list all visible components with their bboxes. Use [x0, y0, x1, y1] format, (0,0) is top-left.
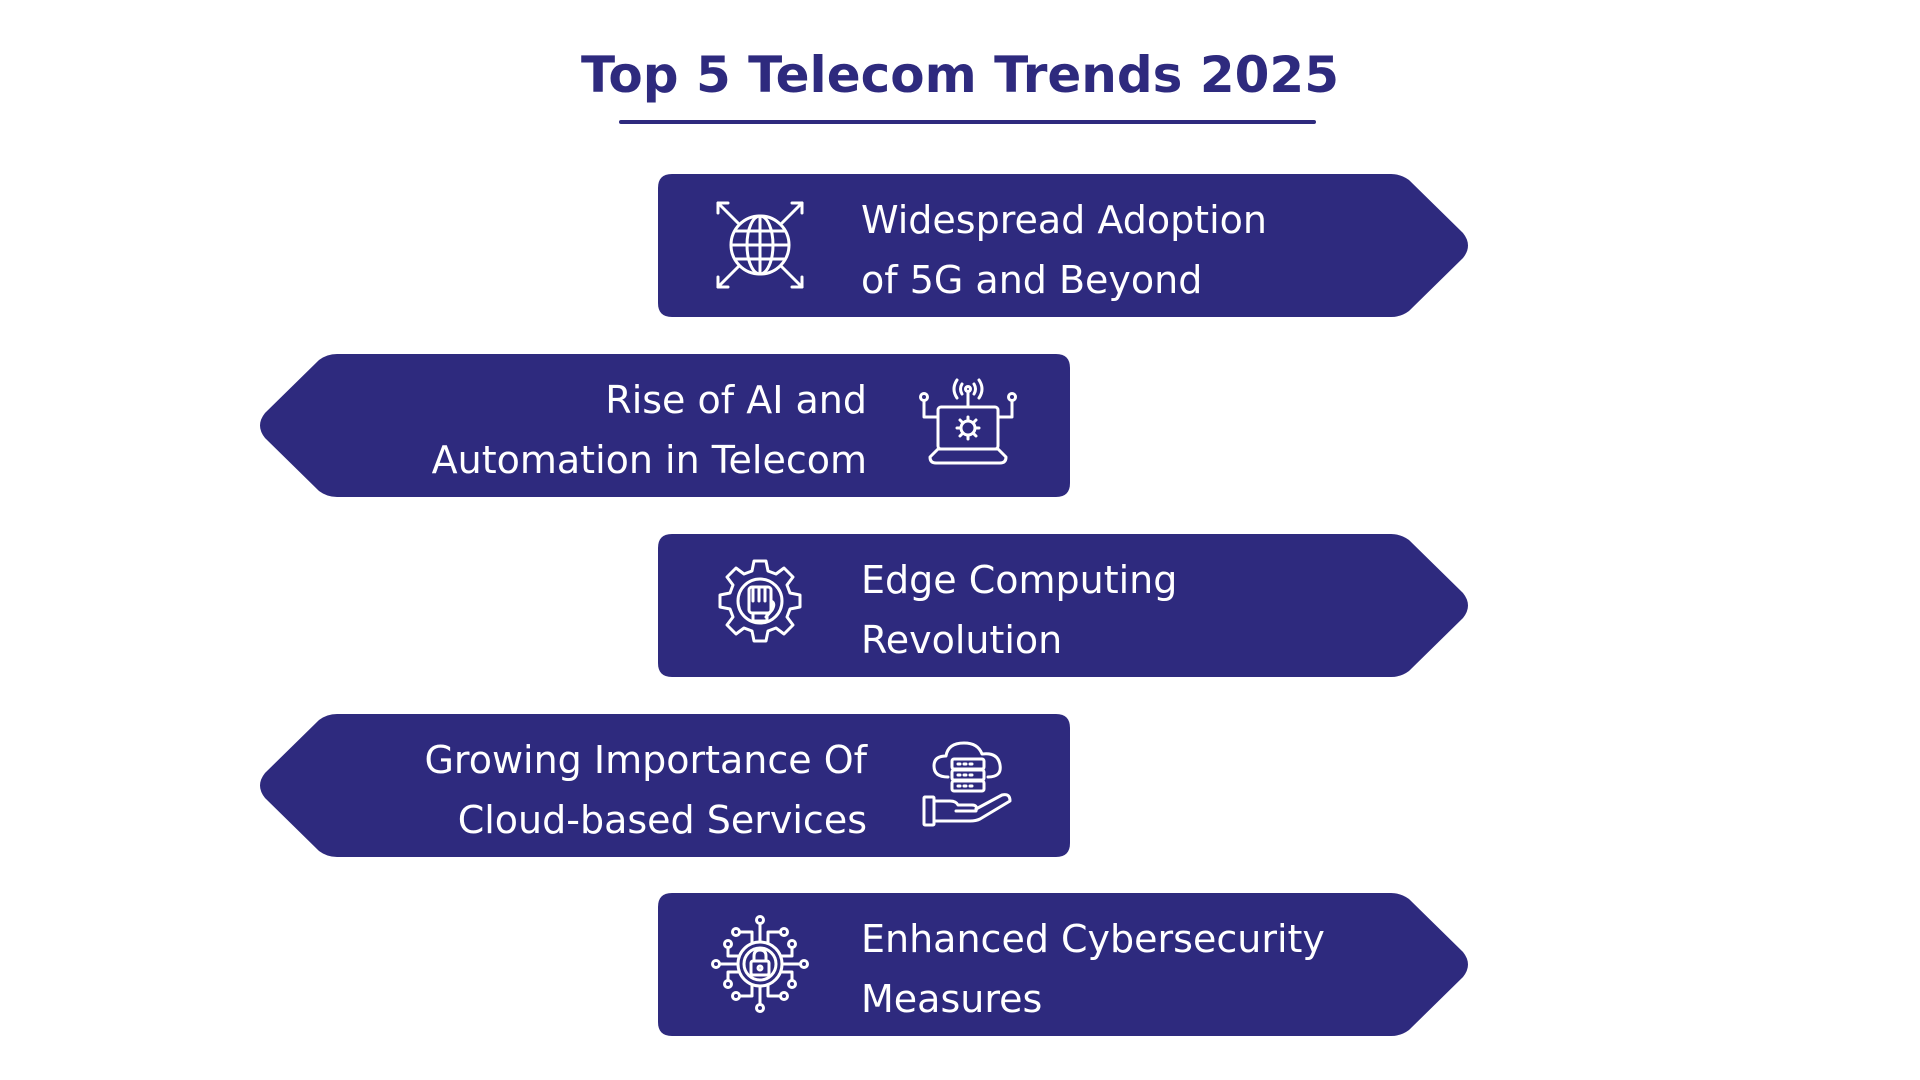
trend-label-line1: Rise of AI and [605, 378, 867, 422]
page-title: Top 5 Telecom Trends 2025 [580, 46, 1340, 104]
laptop-gear-signal-icon [919, 378, 1017, 465]
arrow-card-shape [260, 354, 1070, 497]
trend-label: Rise of AI and Automation in Telecom [432, 370, 867, 490]
arrow-card-shape [658, 534, 1468, 677]
trend-label: Growing Importance Of Cloud-based Servic… [424, 730, 867, 850]
trend-card-ai: Rise of AI and Automation in Telecom [255, 354, 1070, 497]
globe-arrows-icon [716, 201, 804, 289]
trend-card-cloud: Growing Importance Of Cloud-based Servic… [255, 714, 1070, 857]
trend-label-line2: Automation in Telecom [431, 438, 867, 482]
trend-card-5g: Widespread Adoption of 5G and Beyond [658, 174, 1473, 317]
trend-label-line2: Revolution [861, 618, 1063, 662]
arrow-card-shape [658, 174, 1468, 317]
arrow-card-shape [658, 893, 1468, 1036]
trend-label-line1: Widespread Adoption [861, 198, 1267, 242]
circuit-lock-icon [711, 915, 809, 1013]
trend-label: Widespread Adoption of 5G and Beyond [861, 190, 1267, 310]
arrow-card-shape [260, 714, 1070, 857]
trend-label-line2: of 5G and Beyond [861, 258, 1203, 302]
trend-label-line2: Cloud-based Services [457, 798, 867, 842]
gear-chip-hand-icon [718, 559, 802, 643]
trend-label-line1: Edge Computing [861, 558, 1178, 602]
cloud-server-hand-icon [922, 741, 1012, 827]
trend-label-line2: Measures [861, 977, 1043, 1021]
trend-label-line1: Growing Importance Of [424, 738, 867, 782]
trend-card-cybersecurity: Enhanced Cybersecurity Measures [658, 893, 1473, 1036]
trend-label-line1: Enhanced Cybersecurity [861, 917, 1325, 961]
trend-label: Edge Computing Revolution [861, 550, 1177, 670]
trend-label: Enhanced Cybersecurity Measures [861, 909, 1325, 1029]
title-underline [619, 120, 1316, 124]
trend-card-edge: Edge Computing Revolution [658, 534, 1473, 677]
